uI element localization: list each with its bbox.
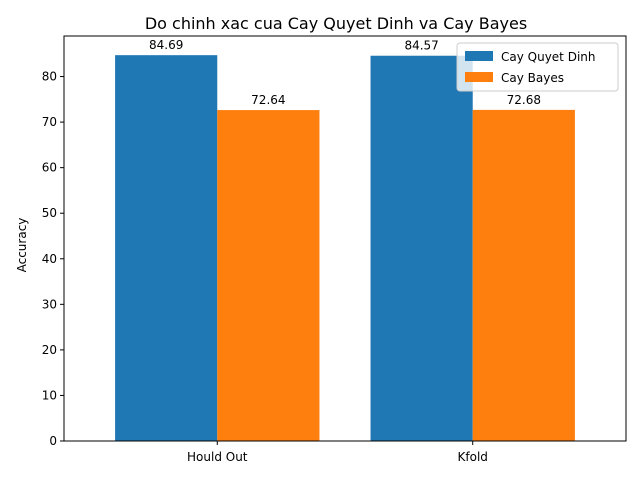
legend-label: Cay Bayes xyxy=(501,71,564,85)
y-axis-label: Accuracy xyxy=(15,218,29,273)
legend-frame xyxy=(456,42,619,92)
legend: Cay Quyet Dinh Cay Bayes xyxy=(456,42,619,92)
data-label: 84.69 xyxy=(149,38,183,52)
ticks-group: 0 10 20 30 40 50 60 70 80 Hould Out Kfold xyxy=(42,70,488,464)
legend-label: Cay Quyet Dinh xyxy=(501,50,596,64)
y-tick-label: 40 xyxy=(42,252,57,266)
plot-area-frame xyxy=(63,35,627,442)
legend-swatch xyxy=(465,72,493,82)
y-tick-label: 60 xyxy=(42,161,57,175)
data-label: 72.68 xyxy=(507,93,541,107)
y-tick-label: 10 xyxy=(42,388,57,402)
y-tick-label: 70 xyxy=(42,115,57,129)
x-tick-label: Hould Out xyxy=(187,450,248,464)
legend-swatch xyxy=(465,51,493,61)
bar-cay-bayes-1 xyxy=(472,109,575,442)
x-tick-label: Kfold xyxy=(458,450,488,464)
chart-title: Do chinh xac cua Cay Quyet Dinh va Cay B… xyxy=(145,14,527,33)
bar-cay-bayes-0 xyxy=(217,110,320,441)
y-tick-label: 30 xyxy=(42,297,57,311)
y-tick-label: 50 xyxy=(42,206,57,220)
y-tick-label: 20 xyxy=(42,343,57,357)
data-label: 84.57 xyxy=(404,39,438,53)
bar-cay-quyet-dinh-1 xyxy=(370,55,473,441)
y-tick-label: 80 xyxy=(42,70,57,84)
data-labels-group: 84.69 84.57 72.64 72.68 xyxy=(149,38,541,107)
bars-group xyxy=(115,55,575,442)
bar-cay-quyet-dinh-0 xyxy=(115,55,218,442)
y-tick-label: 0 xyxy=(49,434,57,448)
data-label: 72.64 xyxy=(251,93,285,107)
